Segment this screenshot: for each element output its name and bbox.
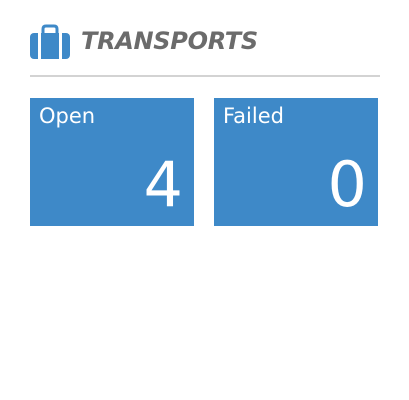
widget-title: TRANSPORTS	[81, 27, 258, 55]
failed-transports-tile[interactable]: Failed 0	[214, 98, 378, 226]
header-divider	[30, 75, 380, 77]
open-tile-label: Open	[39, 104, 96, 128]
open-tile-count: 4	[143, 148, 183, 221]
widget-header: TRANSPORTS	[30, 24, 380, 62]
failed-tile-count: 0	[327, 148, 367, 221]
failed-tile-label: Failed	[223, 104, 284, 128]
briefcase-icon	[30, 24, 70, 60]
open-transports-tile[interactable]: Open 4	[30, 98, 194, 226]
